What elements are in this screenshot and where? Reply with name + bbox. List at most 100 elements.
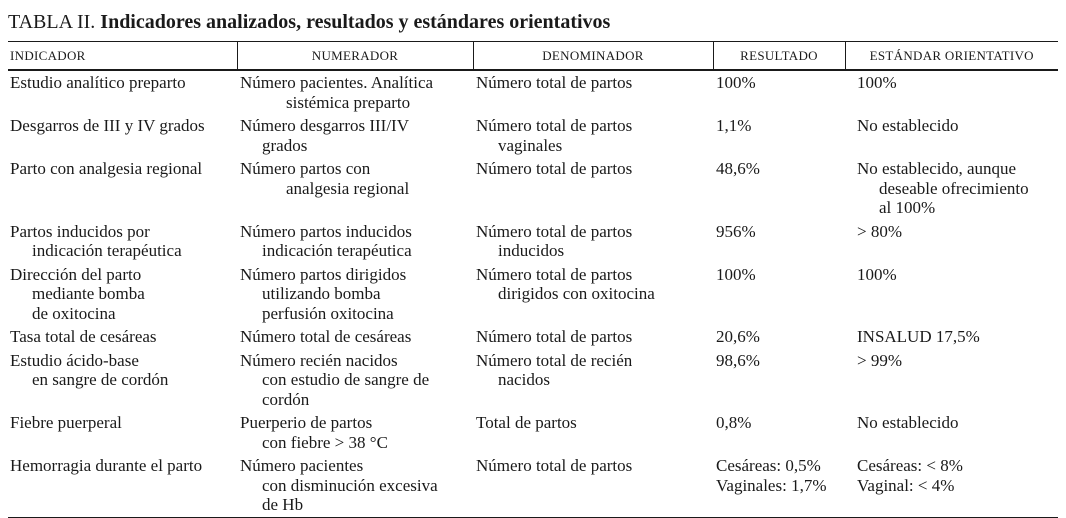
table-row: Partos inducidos por indicación terapéuti… [8,220,1058,263]
cell-line: Número desgarros III/IV [240,116,409,135]
cell-resultado: 100% [713,70,845,114]
cell-line: Hemorragia durante el parto [10,456,203,475]
cell-resultado: 20,6% [713,325,845,349]
cell-line: INSALUD 17,5% [857,327,980,346]
cell-denominador: Número total de partos [473,70,713,114]
cell-indicador: Partos inducidos por indicación terapéuti… [8,220,237,263]
cell-numerador: Número partos con analgesia regional [237,157,473,220]
cell-estandar: Cesáreas: < 8% Vaginal: < 4% [845,454,1058,517]
cell-line: Número total de partos [476,264,633,284]
cell-numerador: Número partos dirigidos utilizando bomba p… [237,263,473,326]
cell-numerador: Número pacientes con disminución excesiva… [237,454,473,517]
col-header-denominador: DENOMINADOR [472,41,713,70]
cell-line: Estudio analítico preparto [10,73,186,92]
cell-indicador: Desgarros de III y IV grados [8,114,237,157]
cell-line: No establecido [857,116,959,135]
cell-line: 100% [716,264,756,284]
table-row: Fiebre puerperal Puerperio de partos con f… [8,411,1058,454]
cell-line: 20,6% [716,327,760,346]
table-body: Estudio analítico preparto Número pacient… [8,70,1058,517]
cell-indicador: Hemorragia durante el parto [8,454,237,517]
cell-estandar: No establecido [845,114,1058,157]
cell-line: grados [262,135,308,155]
cell-resultado: 48,6% [713,157,845,220]
cell-indicador: Parto con analgesia regional [8,157,237,220]
cell-line: No establecido [857,413,959,432]
cell-estandar: 100% [845,70,1058,114]
cell-estandar: No establecido [845,411,1058,454]
col-header-numerador: NUMERADOR [236,41,473,70]
cell-line: Número pacientes [240,456,364,475]
cell-line: en sangre de cordón [32,370,169,389]
cell-indicador: Tasa total de cesáreas [8,325,237,349]
cell-line: Puerperio de partos [240,413,373,432]
cell-line: con disminución excesiva [262,475,438,495]
cell-line: No establecido, aunque [857,159,1017,178]
col-header-resultado: RESULTADO [712,41,845,70]
cell-indicador: Dirección del parto mediante bomba de oxit… [8,263,237,326]
table-row: Dirección del parto mediante bomba de oxit… [8,263,1058,326]
cell-resultado: 0,8% [713,411,845,454]
cell-line: Número total de partos [476,327,633,346]
cell-line: sistémica preparto [286,92,411,112]
cell-line: utilizando bomba [262,284,381,303]
cell-line: perfusión oxitocina [262,303,394,323]
cell-resultado: 956% [713,220,845,263]
cell-line: inducidos [498,241,565,260]
cell-denominador: Número total de partos [473,325,713,349]
cell-line: Número partos con [240,159,371,178]
cell-line: mediante bomba [32,284,145,303]
cell-line: Número total de recién [476,350,633,370]
cell-line: indicación terapéutica [262,241,412,260]
cell-line: Número pacientes. Analítica [240,73,434,92]
cell-line: Vaginal: < 4% [857,475,955,495]
cell-indicador: Estudio analítico preparto [8,70,237,114]
cell-line: 1,1% [716,116,752,135]
cell-line: Partos inducidos por [10,221,150,241]
cell-line: 956% [716,221,756,241]
cell-denominador: Total de partos [473,411,713,454]
cell-line: Vaginales: 1,7% [716,475,827,495]
cell-line: Cesáreas: 0,5% [716,456,821,475]
cell-line: con estudio de sangre de [262,370,430,389]
cell-line: Número partos inducidos [240,221,412,241]
cell-line: Desgarros de III y IV grados [10,116,205,135]
cell-line: 98,6% [716,350,760,370]
table-caption: Indicadores analizados, resultados y est… [100,11,611,33]
cell-line: Tasa total de cesáreas [10,327,157,346]
table-row: Estudio analítico preparto Número pacient… [8,70,1058,114]
cell-line: Número total de cesáreas [240,327,412,346]
indicators-table: INDICADOR NUMERADOR DENOMINADOR RESULTAD… [8,41,1058,518]
cell-line: Número total de partos [476,159,633,178]
table-number-label: TABLA II. [8,11,96,33]
table-row: Estudio ácido-base en sangre de cordón Núm… [8,349,1058,412]
cell-estandar: No establecido, aunque deseable ofrecimie… [845,157,1058,220]
cell-resultado: 98,6% [713,349,845,412]
cell-line: > 80% [857,221,902,241]
cell-resultado: 1,1% [713,114,845,157]
cell-line: Parto con analgesia regional [10,159,203,178]
cell-line: analgesia regional [286,178,410,198]
cell-denominador: Número total de partos dirigidos con oxit… [473,263,713,326]
cell-line: cordón [262,389,310,409]
cell-line: indicación terapéutica [32,241,182,260]
cell-line: Número recién nacidos [240,350,398,370]
cell-estandar: > 80% [845,220,1058,263]
table-row: Tasa total de cesáreas Número total de ce… [8,325,1058,349]
table-title: TABLA II. Indicadores analizados, result… [8,10,1058,34]
cell-line: deseable ofrecimiento [879,178,1029,198]
cell-estandar: 100% [845,263,1058,326]
cell-line: 100% [857,73,897,92]
cell-numerador: Número pacientes. Analítica sistémica pre… [237,70,473,114]
cell-line: 0,8% [716,413,752,432]
cell-estandar: INSALUD 17,5% [845,325,1058,349]
cell-line: 100% [857,264,897,284]
cell-line: nacidos [498,370,550,389]
cell-line: Número total de partos [476,73,633,92]
cell-estandar: > 99% [845,349,1058,412]
cell-line: de Hb [262,495,304,514]
cell-denominador: Número total de partos [473,157,713,220]
table-row: Desgarros de III y IV grados Número desga… [8,114,1058,157]
cell-numerador: Número recién nacidos con estudio de sang… [237,349,473,412]
cell-numerador: Puerperio de partos con fiebre > 38 °C [237,411,473,454]
